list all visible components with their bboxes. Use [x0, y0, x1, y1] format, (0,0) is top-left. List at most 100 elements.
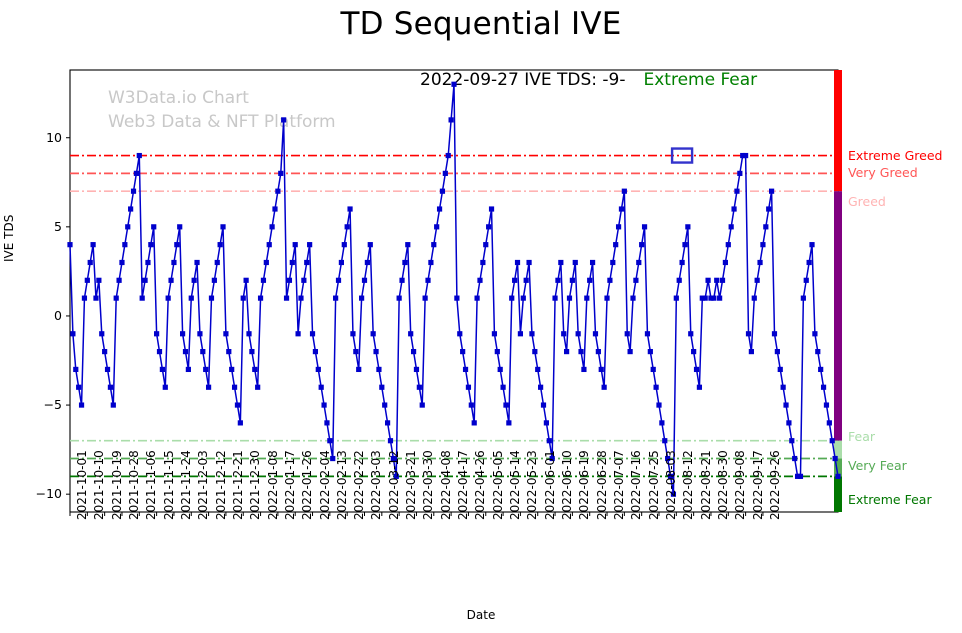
data-point-marker	[281, 117, 287, 123]
x-tick-label: 2021-11-15	[161, 450, 176, 520]
data-point-marker	[471, 420, 477, 426]
data-point-marker	[751, 295, 757, 301]
data-point-marker	[269, 224, 275, 230]
data-point-marker	[575, 331, 581, 337]
data-point-marker	[812, 331, 818, 337]
data-point-marker	[748, 348, 754, 355]
data-point-marker	[304, 259, 310, 266]
data-point-marker	[145, 259, 151, 266]
data-point-marker	[523, 277, 529, 283]
data-point-marker	[745, 331, 752, 337]
x-tick-label: 2022-02-04	[317, 450, 332, 520]
data-point-marker	[509, 295, 515, 301]
data-point-marker	[292, 242, 298, 248]
data-point-marker	[737, 170, 743, 176]
x-tick-label: 2021-10-28	[126, 450, 141, 520]
data-point-marker	[211, 277, 217, 283]
data-point-marker	[67, 242, 73, 248]
data-point-marker	[237, 420, 243, 426]
data-point-marker	[90, 242, 96, 248]
data-point-marker	[676, 277, 682, 283]
data-point-marker	[278, 170, 284, 176]
data-point-marker	[361, 277, 368, 283]
data-point-marker	[307, 242, 313, 248]
data-point-marker	[405, 242, 411, 248]
data-point-marker	[592, 331, 599, 337]
data-point-marker	[165, 295, 171, 301]
data-point-marker	[820, 384, 827, 390]
data-point-marker	[399, 277, 405, 283]
x-tick-label: 2022-07-25	[646, 450, 661, 520]
x-tick-label: 2022-03-12	[386, 450, 401, 520]
data-point-marker	[396, 295, 402, 301]
x-tick-label: 2022-08-03	[663, 450, 678, 520]
data-point-marker	[431, 242, 437, 248]
data-point-marker	[693, 366, 700, 373]
data-point-marker	[457, 331, 463, 337]
data-point-marker	[768, 188, 775, 194]
data-point-marker	[610, 259, 616, 266]
data-point-marker	[214, 259, 220, 266]
data-point-marker	[520, 295, 526, 301]
data-point-marker	[558, 259, 564, 266]
data-point-marker	[512, 277, 518, 283]
zone-label-greed: Greed	[848, 194, 886, 210]
data-point-marker	[607, 277, 613, 283]
data-point-marker	[526, 259, 532, 266]
data-point-marker	[324, 420, 330, 426]
x-tick-label: 2021-12-12	[213, 450, 228, 520]
data-point-marker	[613, 242, 619, 248]
data-point-marker	[815, 348, 821, 355]
zone-label-very-greed: Very Greed	[848, 165, 918, 181]
data-point-marker	[659, 420, 665, 426]
x-tick-label: 2021-12-03	[196, 450, 211, 520]
data-point-marker	[743, 152, 749, 159]
x-tick-label: 2021-12-30	[248, 450, 263, 520]
data-point-marker	[604, 295, 610, 301]
data-point-marker	[685, 224, 691, 230]
data-point-marker	[419, 402, 425, 408]
data-point-marker	[662, 438, 668, 444]
data-point-marker	[468, 402, 474, 408]
data-point-marker	[578, 348, 584, 355]
data-point-marker	[162, 384, 168, 390]
data-point-marker	[373, 348, 379, 355]
data-point-marker	[786, 420, 792, 426]
data-point-marker	[338, 259, 344, 266]
data-point-marker	[205, 384, 212, 390]
data-point-marker	[829, 438, 835, 444]
subtitle-reading: 2022-09-27 IVE TDS: -9-	[420, 70, 626, 90]
data-point-marker	[682, 242, 688, 248]
data-point-marker	[191, 277, 197, 283]
data-point-marker	[260, 277, 267, 283]
data-point-marker	[549, 455, 555, 462]
data-point-marker	[425, 277, 431, 283]
data-point-marker	[133, 170, 140, 176]
data-point-marker	[136, 152, 142, 159]
data-point-marker	[771, 331, 778, 337]
zone-bar-segment	[834, 70, 842, 192]
data-point-marker	[81, 295, 88, 301]
x-tick-label: 2022-03-03	[369, 450, 384, 520]
data-point-marker	[670, 491, 677, 497]
data-point-marker	[78, 402, 85, 408]
data-point-marker	[598, 366, 604, 373]
data-point-marker	[208, 295, 215, 301]
data-point-marker	[151, 224, 157, 230]
data-point-marker	[177, 224, 183, 230]
data-point-marker	[488, 206, 495, 212]
zone-bar-segment	[834, 476, 842, 512]
data-point-marker	[364, 259, 370, 266]
data-point-marker	[462, 366, 469, 373]
data-point-marker	[564, 348, 570, 355]
data-point-marker	[650, 366, 656, 373]
data-point-marker	[84, 277, 90, 283]
data-point-marker	[500, 384, 506, 390]
data-point-marker	[295, 331, 301, 337]
data-point-marker	[789, 438, 795, 444]
data-point-marker	[370, 331, 376, 337]
data-point-marker	[711, 295, 717, 301]
zone-label-extreme-greed: Extreme Greed	[848, 147, 943, 163]
data-point-marker	[312, 348, 319, 355]
